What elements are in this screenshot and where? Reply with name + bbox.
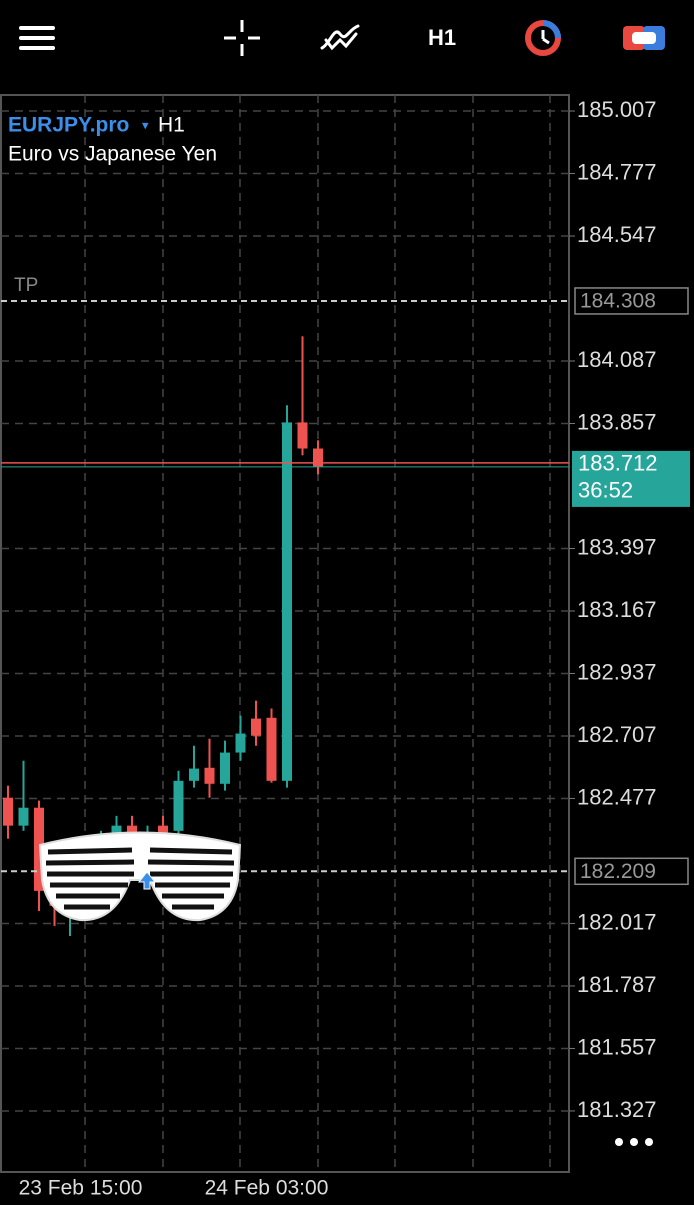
trade-button[interactable] (525, 20, 561, 56)
y-tick-label: 183.397 (577, 534, 657, 559)
symbol-description: Euro vs Japanese Yen (8, 143, 217, 166)
x-tick-label: 24 Feb 03:00 (205, 1177, 329, 1200)
candle-body (220, 752, 230, 784)
candle-body (297, 422, 308, 449)
y-tick-label: 181.787 (577, 972, 657, 997)
y-tick-label: 185.007 (577, 97, 657, 122)
price-line-name: TP (14, 275, 38, 296)
price-label: 183.712 (578, 451, 658, 476)
y-tick-label: 183.857 (577, 409, 657, 434)
candle-body (189, 768, 199, 781)
timeframe-button[interactable]: H1 (428, 25, 456, 50)
x-tick-label: 23 Feb 15:00 (19, 1177, 143, 1200)
sunglasses-sticker (38, 831, 242, 922)
price-label: 184.308 (580, 290, 656, 313)
candle-body (266, 717, 277, 781)
chart-timeframe: H1 (158, 114, 185, 137)
symbol[interactable]: EURJPY.pro (8, 114, 129, 137)
candle-body (158, 825, 168, 836)
y-tick-label: 181.557 (577, 1034, 657, 1059)
candle-body (173, 780, 184, 831)
candle-body (282, 422, 292, 781)
y-tick-label: 182.937 (577, 659, 657, 684)
candle-body (235, 733, 246, 753)
price-label: 182.209 (580, 860, 656, 883)
indicators-button[interactable] (320, 24, 360, 51)
y-tick-label: 182.477 (577, 784, 657, 809)
plot-frame (0, 94, 570, 1173)
candle-body (127, 825, 137, 836)
vertical-grid (1, 95, 569, 1171)
candle-body (251, 718, 261, 736)
candle-body (313, 448, 323, 467)
menu-button[interactable] (19, 26, 55, 50)
y-tick-label: 182.017 (577, 909, 657, 934)
y-tick-label: 184.777 (577, 159, 657, 184)
quotes-button[interactable] (623, 26, 665, 50)
candle-body (3, 797, 13, 826)
candle-body (18, 807, 29, 826)
y-tick-label: 184.087 (577, 347, 657, 372)
symbol-dropdown[interactable]: ▾ (142, 117, 149, 132)
candle-body (34, 807, 44, 891)
countdown: 36:52 (578, 478, 633, 503)
y-tick-label: 182.707 (577, 722, 657, 747)
more-button[interactable] (615, 1138, 653, 1146)
candle-body (204, 767, 215, 784)
price-box (574, 287, 689, 315)
crosshair-button[interactable] (224, 20, 260, 56)
y-tick-label: 184.547 (577, 222, 657, 247)
price-box (574, 857, 689, 886)
y-tick-label: 183.167 (577, 597, 657, 622)
y-tick-label: 181.327 (577, 1097, 657, 1122)
price-box (572, 450, 690, 507)
